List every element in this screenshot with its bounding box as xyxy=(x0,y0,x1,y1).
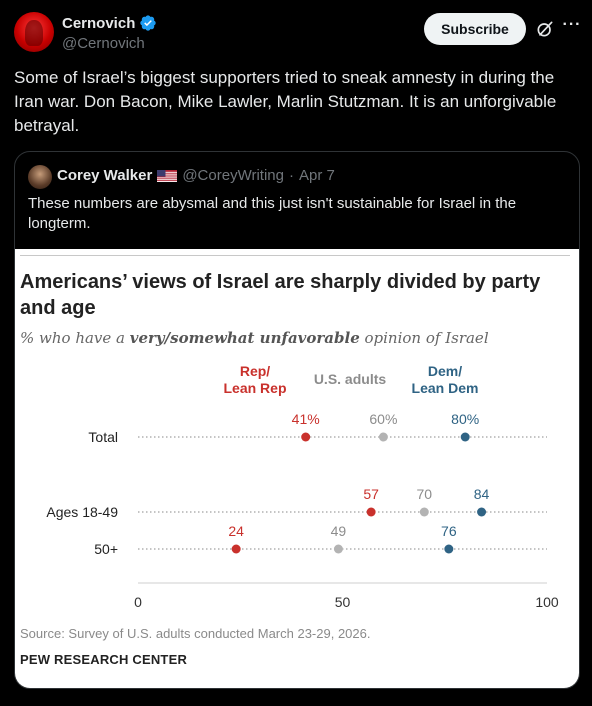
data-point xyxy=(231,544,241,554)
author-handle[interactable]: @Cernovich xyxy=(62,35,145,52)
legend-us-adults-line1: U.S. adults xyxy=(313,371,387,387)
more-options-icon[interactable]: ··· xyxy=(562,16,582,33)
data-label: 24 xyxy=(228,523,244,539)
data-point xyxy=(378,432,388,442)
data-label: 70 xyxy=(417,486,433,502)
data-label: 57 xyxy=(363,486,379,502)
legend-dem-line2: Lean Dem xyxy=(411,380,479,396)
chart-image[interactable]: Americans’ views of Israel are sharply d… xyxy=(15,249,579,688)
tweet-text: Some of Israel’s biggest supporters trie… xyxy=(14,68,557,135)
chart-subtitle: % who have a very/somewhat unfavorable o… xyxy=(20,329,489,347)
data-point xyxy=(460,432,470,442)
chart-source: Source: Survey of U.S. adults conducted … xyxy=(20,626,371,641)
author-avatar[interactable] xyxy=(14,12,54,52)
chart-org: PEW RESEARCH CENTER xyxy=(20,652,188,667)
legend-rep-line1: Rep/ xyxy=(239,363,271,379)
verified-badge-icon xyxy=(140,15,157,31)
subscribe-button[interactable]: Subscribe xyxy=(424,13,526,45)
us-flag-icon xyxy=(157,169,178,182)
data-label: 84 xyxy=(474,486,490,502)
legend-dem-line1: Dem/ xyxy=(427,363,463,379)
legend-rep: Rep/ Lean Rep xyxy=(210,363,300,397)
data-point xyxy=(419,507,429,517)
data-point xyxy=(301,432,311,442)
row-label-ages-18-49: Ages 18-49 xyxy=(46,504,118,520)
data-label: 60% xyxy=(369,411,397,427)
data-point xyxy=(366,507,376,517)
quoted-post-date: Apr 7 xyxy=(298,167,335,184)
data-point xyxy=(477,507,487,517)
date-separator: · xyxy=(288,167,294,184)
row-label-total: Total xyxy=(88,429,118,445)
author-display-name[interactable]: Cernovich xyxy=(62,14,136,32)
quoted-author-row: Corey Walker @CoreyWriting · Apr 7 xyxy=(57,167,335,184)
data-label: 49 xyxy=(331,523,347,539)
legend-dem: Dem/ Lean Dem xyxy=(400,363,490,397)
data-point xyxy=(444,544,454,554)
subtitle-prefix: % who have a xyxy=(20,329,130,347)
author-name-row: Cernovich xyxy=(62,14,157,32)
dot-plot: 41% 57 24 60% 70 49 80% 84 76 0 50 100 xyxy=(134,411,559,610)
x-tick-label: 0 xyxy=(134,594,142,610)
data-point xyxy=(333,544,343,554)
legend-us-adults: U.S. adults xyxy=(305,371,395,388)
chart-top-rule xyxy=(20,255,570,256)
legend-rep-line2: Lean Rep xyxy=(223,380,287,396)
subtitle-suffix: opinion of Israel xyxy=(359,329,489,347)
x-tick-label: 50 xyxy=(335,594,351,610)
grok-icon[interactable] xyxy=(535,19,555,39)
data-label: 76 xyxy=(441,523,457,539)
x-tick-label: 100 xyxy=(535,594,559,610)
quoted-author-avatar xyxy=(28,165,52,189)
quoted-post-text: These numbers are abysmal and this just … xyxy=(28,195,517,232)
data-label: 80% xyxy=(451,411,479,427)
row-label-50-plus: 50+ xyxy=(94,541,118,557)
data-label: 41% xyxy=(292,411,320,427)
subtitle-emphasis: very/somewhat unfavorable xyxy=(129,329,360,347)
chart-title: Americans’ views of Israel are sharply d… xyxy=(20,271,541,319)
quoted-author-handle: @CoreyWriting xyxy=(182,167,284,184)
quoted-post-card[interactable]: Corey Walker @CoreyWriting · Apr 7 These… xyxy=(14,151,580,689)
quoted-author-name: Corey Walker xyxy=(57,167,153,184)
